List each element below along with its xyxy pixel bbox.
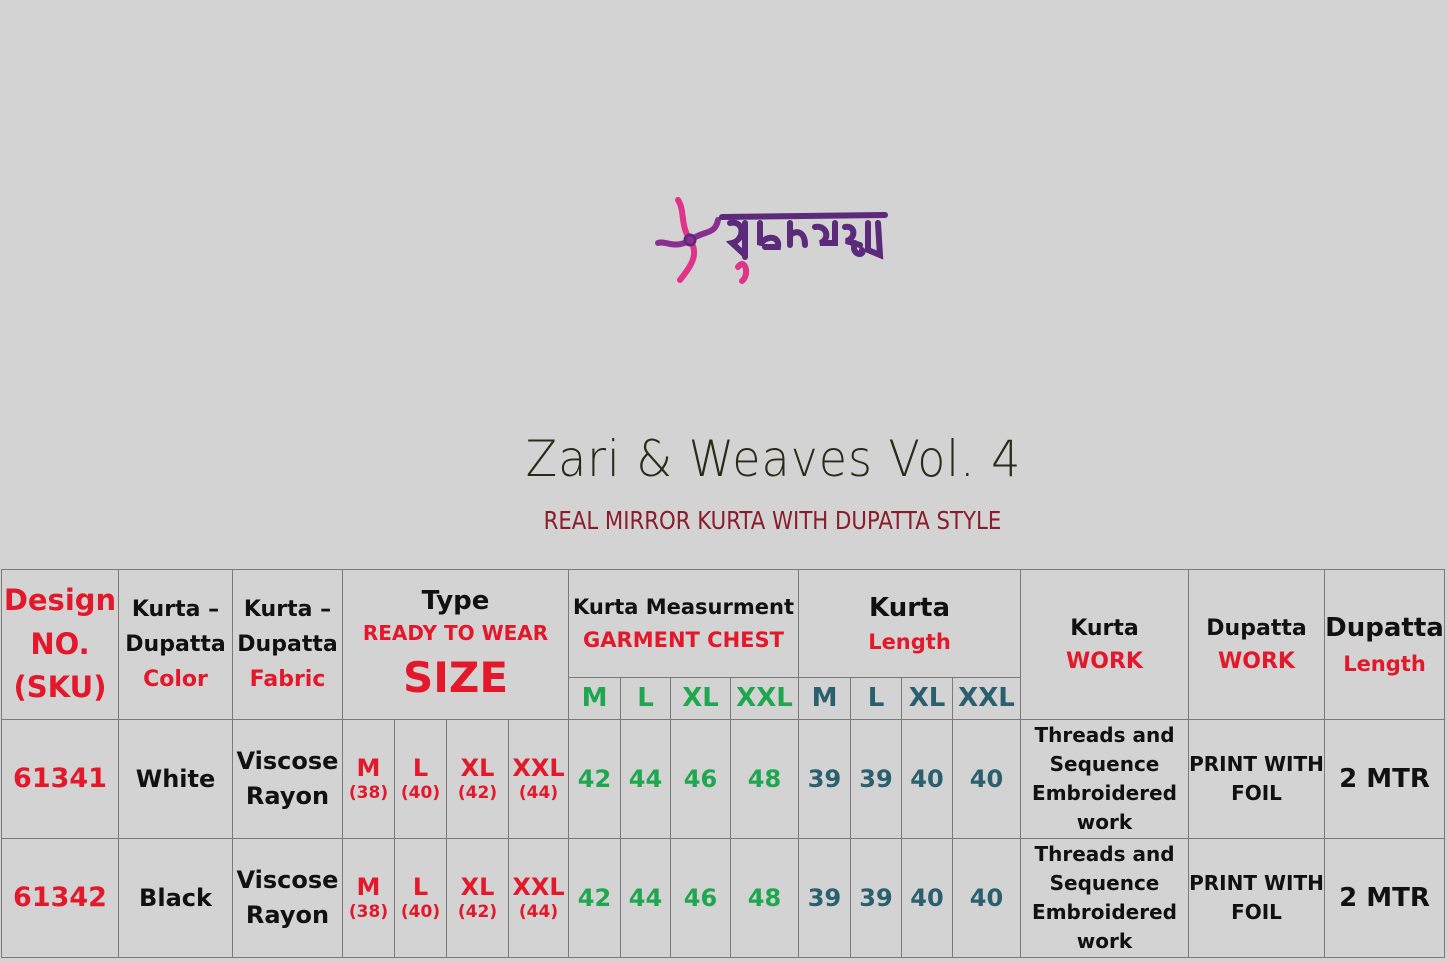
brand-logo	[650, 195, 900, 290]
length-value: 40	[952, 719, 1021, 839]
fabric-value: Viscose Rayon	[232, 719, 343, 839]
size-cell: M (38)	[342, 838, 395, 958]
header-measurement: Kurta Measurment GARMENT CHEST	[568, 569, 799, 678]
chest-size-header: M	[568, 677, 621, 720]
header-dupatta-length: Dupatta Length	[1324, 569, 1445, 720]
chest-value: 46	[670, 719, 731, 839]
design-number: 61341	[1, 719, 119, 839]
size-cell: L (40)	[394, 838, 447, 958]
chest-size-header: L	[620, 677, 671, 720]
chest-value: 42	[568, 719, 621, 839]
header-length: Kurta Length	[798, 569, 1021, 678]
color-value: Black	[118, 838, 233, 958]
header-color: Kurta – Dupatta Color	[118, 569, 233, 720]
header-kurta-work: Kurta WORK	[1020, 569, 1189, 720]
chest-value: 44	[620, 838, 671, 958]
dupatta-length-value: 2 MTR	[1324, 838, 1445, 958]
fabric-value: Viscose Rayon	[232, 838, 343, 958]
size-cell: XXL (44)	[508, 719, 569, 839]
dupatta-work-value: PRINT WITH FOIL	[1188, 838, 1325, 958]
catalog-title: Zari & Weaves Vol. 4	[525, 430, 1022, 488]
catalog-subtitle: REAL MIRROR KURTA WITH DUPATTA STYLE	[543, 506, 1002, 535]
chest-value: 44	[620, 719, 671, 839]
table-row: 61342 Black Viscose Rayon M (38) L (40) XL(…	[1, 838, 1445, 958]
length-value: 40	[901, 719, 953, 839]
size-cell: L (40)	[394, 719, 447, 839]
chest-value: 48	[730, 719, 799, 839]
length-value: 40	[901, 838, 953, 958]
chest-size-header: XL	[670, 677, 731, 720]
length-size-header: L	[850, 677, 902, 720]
chest-value: 42	[568, 838, 621, 958]
length-size-header: XL	[901, 677, 953, 720]
dupatta-work-value: PRINT WITH FOIL	[1188, 719, 1325, 839]
table-row: 61341 White Viscose Rayon M (38) L (40) XL(…	[1, 719, 1445, 839]
kurta-work-value: Threads and Sequence Embroidered work	[1020, 719, 1189, 839]
length-value: 39	[798, 719, 851, 839]
header-row: Design NO. (SKU) Kurta – Dupatta Color Kurta…	[1, 569, 1445, 720]
chest-size-header: XXL	[730, 677, 799, 720]
header-type: Type READY TO WEAR SIZE	[342, 569, 569, 720]
length-size-header: XXL	[952, 677, 1021, 720]
length-value: 40	[952, 838, 1021, 958]
header-dupatta-work: Dupatta WORK	[1188, 569, 1325, 720]
length-size-header: M	[798, 677, 851, 720]
length-value: 39	[850, 838, 902, 958]
header-design-no: Design NO. (SKU)	[1, 569, 119, 720]
swastik-swirl-icon	[655, 197, 888, 284]
header-fabric: Kurta – Dupatta Fabric	[232, 569, 343, 720]
length-value: 39	[798, 838, 851, 958]
dupatta-length-value: 2 MTR	[1324, 719, 1445, 839]
size-cell: XL (42)	[446, 719, 509, 839]
size-cell: XL (42)	[446, 838, 509, 958]
kurta-work-value: Threads and Sequence Embroidered work	[1020, 838, 1189, 958]
size-cell: M (38)	[342, 719, 395, 839]
product-table: Design NO. (SKU) Kurta – Dupatta Color Kurta…	[1, 569, 1445, 958]
chest-value: 46	[670, 838, 731, 958]
size-cell: XXL (44)	[508, 838, 569, 958]
color-value: White	[118, 719, 233, 839]
design-number: 61342	[1, 838, 119, 958]
length-value: 39	[850, 719, 902, 839]
chest-value: 48	[730, 838, 799, 958]
